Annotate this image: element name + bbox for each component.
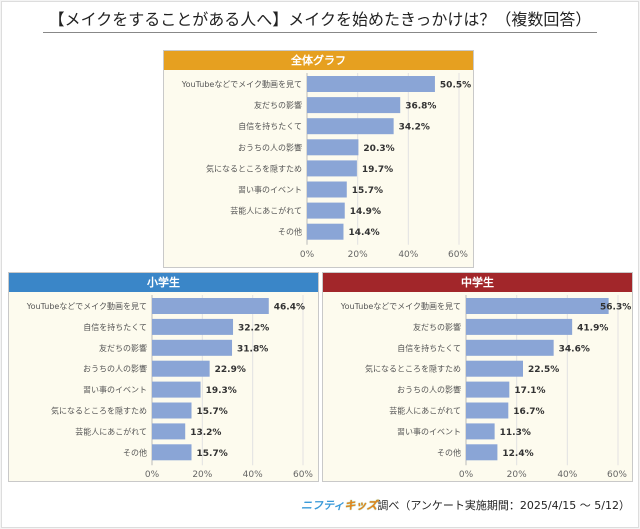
data-label: 16.7%: [513, 407, 544, 417]
category-label: 友だちの影響: [254, 100, 302, 110]
category-label: 習い事のイベント: [83, 385, 147, 395]
data-label: 12.4%: [502, 449, 533, 459]
bar: [466, 339, 554, 356]
overall-chart-title: 全体グラフ: [164, 51, 473, 70]
data-label: 14.9%: [350, 207, 381, 217]
data-label: 15.7%: [352, 186, 383, 196]
data-label: 13.2%: [190, 428, 221, 438]
footer: ニフティキッズ調べ（アンケート実施期間：2025/4/15 ～ 5/12）: [301, 497, 630, 513]
bar: [307, 202, 345, 219]
bar: [466, 298, 609, 314]
logo-nifty: ニフティ: [301, 499, 345, 512]
category-label: 芸能人にあこがれて: [389, 406, 461, 416]
bar: [307, 97, 401, 114]
category-label: 習い事のイベント: [238, 185, 302, 195]
category-label: 気になるところを隠すため: [365, 364, 461, 374]
x-tick-label: 40%: [557, 470, 577, 480]
bar: [466, 360, 523, 377]
x-tick-label: 40%: [398, 250, 418, 260]
category-label: 芸能人にあこがれて: [230, 206, 302, 216]
data-label: 31.8%: [237, 344, 268, 354]
x-tick-label: 20%: [348, 250, 368, 260]
x-tick-label: 40%: [243, 470, 263, 480]
bar: [307, 76, 435, 92]
bar: [307, 223, 344, 240]
data-label: 11.3%: [500, 428, 531, 438]
data-label: 41.9%: [577, 323, 608, 333]
category-label: YouTubeなどでメイク動画を見て: [340, 302, 461, 311]
x-tick-label: 20%: [192, 470, 212, 480]
category-label: 自信を持ちたくて: [238, 121, 302, 131]
bar: [152, 298, 269, 314]
data-label: 19.3%: [206, 386, 237, 396]
bar: [152, 381, 201, 398]
bar: [307, 139, 359, 156]
page-title: 【メイクをすることがある人へ】メイクを始めたきっかけは？（複数回答）: [48, 10, 592, 29]
bar: [152, 360, 210, 377]
elementary-chart-title: 小学生: [9, 273, 318, 292]
logo-kids: キッズ: [344, 499, 378, 512]
x-tick-label: 60%: [448, 250, 468, 260]
data-label: 50.5%: [440, 81, 471, 91]
category-label: 友だちの影響: [413, 322, 461, 332]
data-label: 17.1%: [514, 386, 545, 396]
category-label: 習い事のイベント: [397, 426, 461, 436]
category-label: その他: [437, 447, 461, 457]
bar: [466, 444, 498, 461]
bar: [307, 118, 394, 135]
footer-source: 調べ（アンケート実施期間：2025/4/15 ～ 5/12）: [377, 499, 630, 512]
junior-high-chart-panel: 0% 20% 40% 60% YouTubeなどでメイク動画を見て 56.3% 友だちの影響…: [322, 272, 633, 482]
data-label: 56.3%: [600, 303, 631, 313]
data-label: 19.7%: [362, 165, 393, 175]
bar: [466, 423, 495, 440]
junior-high-chart-title: 中学生: [323, 273, 632, 292]
bar: [152, 339, 233, 356]
data-label: 36.8%: [405, 102, 436, 112]
data-label: 14.4%: [348, 228, 379, 238]
x-tick-label: 0%: [145, 470, 160, 480]
category-label: その他: [278, 227, 302, 237]
overall-chart-panel: 0% 20% 40% 60% YouTubeなどでメイク動画を見て 50.5% 友だちの影響…: [163, 50, 474, 268]
elementary-chart-panel: 0% 20% 40% 60% YouTubeなどでメイク動画を見て 46.4% 自信を持ちた…: [8, 272, 319, 482]
bar: [307, 181, 347, 198]
bar: [466, 402, 509, 419]
x-tick-label: 0%: [300, 250, 315, 260]
bar: [466, 318, 573, 335]
bar-chart: 0% 20% 40% 60% YouTubeなどでメイク動画を見て 46.4% 自信を持ちた…: [26, 295, 313, 480]
data-label: 15.7%: [197, 407, 228, 417]
x-tick-label: 20%: [507, 470, 527, 480]
x-tick-label: 60%: [293, 470, 313, 480]
bar: [466, 381, 510, 398]
bar: [152, 318, 234, 335]
x-tick-label: 60%: [607, 470, 627, 480]
category-label: 友だちの影響: [99, 343, 147, 353]
data-label: 46.4%: [274, 303, 305, 313]
data-label: 20.3%: [363, 144, 394, 154]
bar: [152, 444, 192, 461]
data-label: 15.7%: [197, 449, 228, 459]
category-label: YouTubeなどでメイク動画を見て: [181, 80, 302, 89]
category-label: おうちの人の影響: [83, 364, 147, 374]
data-label: 34.6%: [559, 344, 590, 354]
category-label: 自信を持ちたくて: [83, 322, 147, 332]
category-label: 気になるところを隠すため: [206, 163, 302, 173]
category-label: おうちの人の影響: [397, 385, 461, 395]
x-tick-label: 0%: [459, 470, 474, 480]
category-label: その他: [123, 447, 147, 457]
bar: [152, 402, 192, 419]
bar-chart: 0% 20% 40% 60% YouTubeなどでメイク動画を見て 56.3% 友だちの影響…: [340, 295, 631, 480]
category-label: おうちの人の影響: [238, 142, 302, 152]
category-label: YouTubeなどでメイク動画を見て: [26, 302, 147, 311]
data-label: 32.2%: [238, 323, 269, 333]
data-label: 22.9%: [215, 365, 246, 375]
bar-chart: 0% 20% 40% 60% YouTubeなどでメイク動画を見て 50.5% 友だちの影響…: [181, 73, 471, 260]
data-label: 22.5%: [528, 365, 559, 375]
category-label: 気になるところを隠すため: [51, 406, 147, 416]
bar: [152, 423, 186, 440]
title-underline: [43, 32, 597, 33]
bar: [307, 160, 357, 177]
category-label: 自信を持ちたくて: [397, 343, 461, 353]
category-label: 芸能人にあこがれて: [75, 426, 147, 436]
data-label: 34.2%: [399, 123, 430, 133]
